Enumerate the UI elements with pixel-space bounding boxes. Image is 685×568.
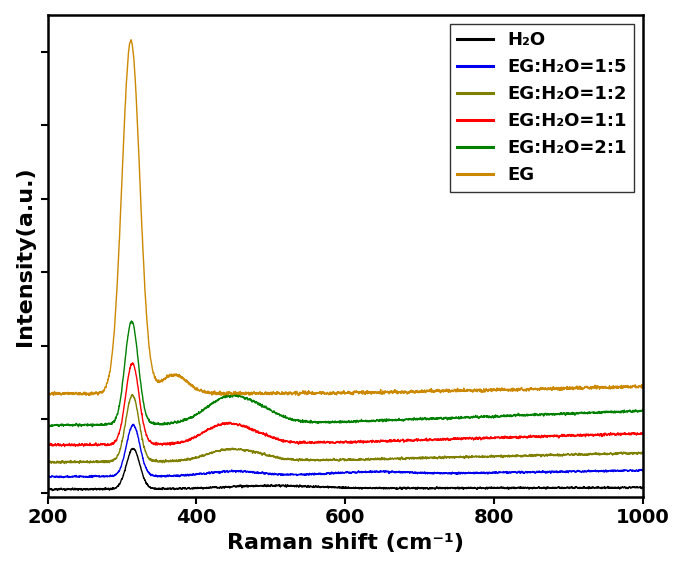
EG:H₂O=1:1 <box>60 443 68 450</box>
Y-axis label: Intensity(a.u.): Intensity(a.u.) <box>15 166 35 346</box>
EG:H₂O=2:1 <box>45 424 53 431</box>
EG <box>127 36 136 43</box>
H₂O <box>591 484 599 491</box>
Line: EG:H₂O=1:1: EG:H₂O=1:1 <box>47 363 643 446</box>
EG:H₂O=1:1 <box>294 440 302 446</box>
H₂O <box>49 487 57 494</box>
EG:H₂O=1:2 <box>639 450 647 457</box>
EG <box>294 390 302 397</box>
EG <box>639 384 647 391</box>
H₂O <box>43 486 51 492</box>
H₂O <box>294 483 302 490</box>
EG:H₂O=1:1 <box>639 430 647 437</box>
EG <box>295 392 303 399</box>
EG:H₂O=1:1 <box>327 438 335 445</box>
EG:H₂O=1:2 <box>43 460 51 466</box>
EG:H₂O=1:2 <box>294 456 302 462</box>
EG:H₂O=1:1 <box>43 441 51 448</box>
EG <box>591 383 599 390</box>
EG:H₂O=1:2 <box>591 450 599 457</box>
EG:H₂O=2:1 <box>621 408 630 415</box>
H₂O <box>476 484 484 491</box>
EG:H₂O=1:5 <box>60 474 68 481</box>
EG:H₂O=2:1 <box>639 406 647 412</box>
H₂O <box>299 483 307 490</box>
H₂O <box>639 483 647 490</box>
EG:H₂O=1:2 <box>128 391 136 398</box>
EG:H₂O=1:5 <box>294 471 302 478</box>
EG:H₂O=1:2 <box>476 454 484 461</box>
EG:H₂O=1:1 <box>591 432 599 439</box>
EG:H₂O=1:2 <box>621 449 630 456</box>
EG <box>476 386 484 393</box>
EG:H₂O=1:5 <box>476 469 484 476</box>
EG:H₂O=1:5 <box>327 469 335 476</box>
Line: EG: EG <box>47 40 643 395</box>
Line: EG:H₂O=1:2: EG:H₂O=1:2 <box>47 395 643 463</box>
EG:H₂O=1:1 <box>129 360 137 366</box>
EG:H₂O=2:1 <box>327 419 335 425</box>
EG:H₂O=1:2 <box>299 456 307 463</box>
H₂O <box>327 484 335 491</box>
Line: H₂O: H₂O <box>47 448 643 491</box>
EG:H₂O=1:1 <box>299 438 307 445</box>
EG:H₂O=2:1 <box>299 417 307 424</box>
EG:H₂O=2:1 <box>591 410 599 416</box>
EG:H₂O=1:5 <box>129 421 138 428</box>
EG <box>43 390 51 397</box>
H₂O <box>129 445 137 452</box>
Legend: H₂O, EG:H₂O=1:5, EG:H₂O=1:2, EG:H₂O=1:1, EG:H₂O=2:1, EG: H₂O, EG:H₂O=1:5, EG:H₂O=1:2, EG:H₂O=1:1,… <box>449 24 634 191</box>
EG:H₂O=1:1 <box>476 434 484 441</box>
EG:H₂O=2:1 <box>127 318 136 324</box>
EG <box>621 383 630 390</box>
H₂O <box>621 484 630 491</box>
Line: EG:H₂O=2:1: EG:H₂O=2:1 <box>47 321 643 427</box>
EG:H₂O=1:5 <box>591 467 599 474</box>
EG:H₂O=1:2 <box>60 460 68 467</box>
EG:H₂O=1:1 <box>621 429 630 436</box>
EG:H₂O=1:5 <box>43 473 51 480</box>
EG:H₂O=1:5 <box>639 467 647 474</box>
EG:H₂O=2:1 <box>294 417 302 424</box>
EG:H₂O=1:2 <box>327 456 335 463</box>
Line: EG:H₂O=1:5: EG:H₂O=1:5 <box>47 424 643 478</box>
EG:H₂O=1:5 <box>621 467 630 474</box>
EG:H₂O=1:5 <box>299 471 307 478</box>
EG <box>327 391 335 398</box>
X-axis label: Raman shift (cm⁻¹): Raman shift (cm⁻¹) <box>227 533 464 553</box>
EG <box>299 387 307 394</box>
EG:H₂O=2:1 <box>43 421 51 428</box>
EG:H₂O=2:1 <box>476 413 484 420</box>
